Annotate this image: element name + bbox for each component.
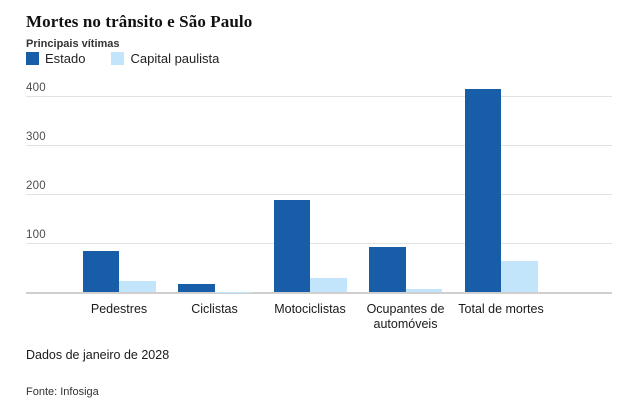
x-axis-category-label-motociclistas: Motociclistas: [274, 301, 346, 316]
bar-capital-paulista-pedestres: [119, 280, 156, 293]
legend-item-estado: Estado: [26, 51, 85, 66]
bar-estado-ciclistas: [178, 283, 215, 293]
bar-capital-paulista-total-de-mortes: [501, 260, 538, 293]
gridline-300: [26, 145, 612, 147]
legend-label-capital-paulista: Capital paulista: [130, 51, 220, 66]
y-axis-tick-label-300: 300: [26, 131, 46, 144]
legend: Estado Capital paulista: [26, 51, 219, 66]
x-axis-category-label-total-de-mortes: Total de mortes: [458, 301, 544, 316]
y-axis-tick-label-200: 200: [26, 180, 46, 193]
chart-title: Mortes no trânsito e São Paulo: [26, 12, 253, 31]
x-axis-baseline: [26, 291, 612, 294]
bar-capital-paulista-ocupantes-de-automoveis: [405, 289, 442, 293]
source-credit: Fonte: Infosiga: [26, 386, 99, 398]
gridline-100: [26, 243, 612, 245]
x-axis-category-label-ocupantes-de-automoveis: Ocupantes de automóveis: [366, 301, 445, 331]
bar-estado-motociclistas: [273, 200, 310, 293]
legend-swatch-estado: [26, 52, 39, 65]
bar-capital-paulista-ciclistas: [214, 291, 251, 293]
gridline-400: [26, 96, 612, 97]
bar-estado-total-de-mortes: [464, 88, 501, 293]
legend-label-estado: Estado: [45, 51, 86, 66]
bar-estado-ocupantes-de-automoveis: [369, 247, 406, 293]
y-axis-tick-label-400: 400: [26, 82, 46, 94]
gridline-200: [26, 194, 612, 196]
x-axis-category-label-ciclistas: Ciclistas: [191, 301, 238, 316]
bar-estado-pedestres: [82, 250, 119, 293]
x-axis-category-label-pedestres: Pedestres: [90, 301, 148, 316]
y-axis-tick-label-100: 100: [26, 229, 46, 242]
legend-swatch-capital-paulista: [111, 52, 125, 65]
chart-subtitle: Principais vítimas: [26, 38, 120, 50]
footnote: Dados de janeiro de 2028: [26, 348, 170, 362]
legend-item-capital-paulista: Capital paulista: [111, 51, 219, 66]
bar-capital-paulista-motociclistas: [310, 278, 347, 293]
